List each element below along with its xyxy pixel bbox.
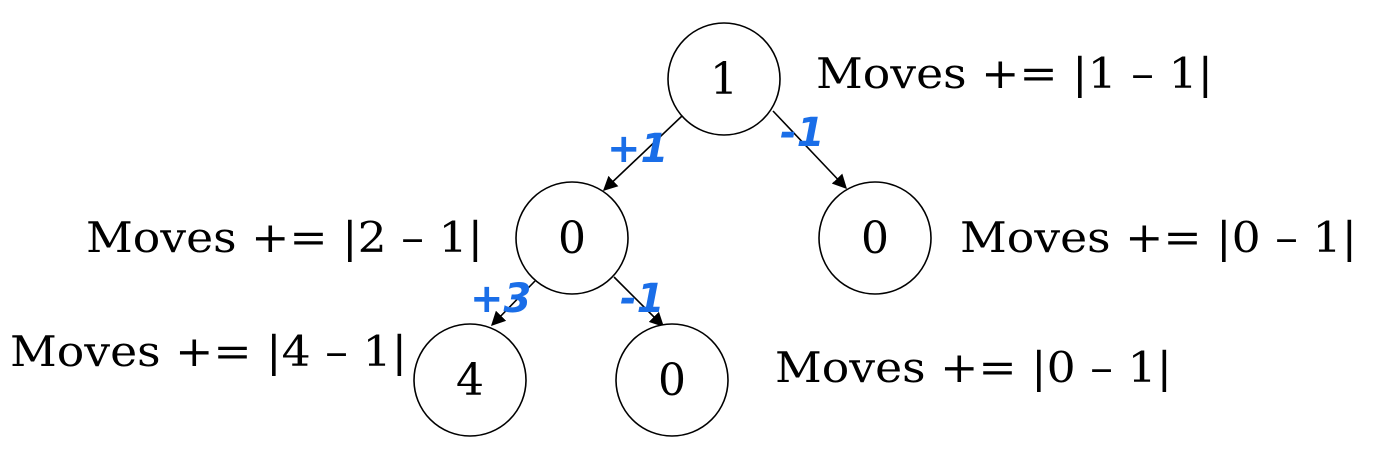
edge-root-to-left [602,115,683,191]
moves-label-left-right: Moves += |0 – 1| [775,343,1172,392]
node-left-value: 0 [558,213,586,264]
edge-left-to-left-right [613,276,665,328]
node-root-value: 1 [710,54,738,105]
moves-label-root: Moves += |1 – 1| [816,49,1213,98]
flow-label-root-right: -1 [780,110,824,156]
flow-label-left-right: -1 [620,276,664,322]
edge-root-to-right [772,110,847,190]
node-left-left: 4 [413,323,527,437]
node-left-right-value: 0 [658,355,686,406]
moves-label-left: Moves += |2 – 1| [86,213,483,262]
node-right-value: 0 [861,213,889,264]
edge-left-to-left-left [490,280,536,327]
node-left: 0 [515,181,629,295]
flow-label-root-left: +1 [607,126,668,172]
moves-label-left-left: Moves += |4 – 1| [10,327,407,376]
node-left-left-value: 4 [456,355,484,406]
node-right: 0 [818,181,932,295]
moves-label-right: Moves += |0 – 1| [960,213,1357,262]
flow-label-left-left: +3 [470,276,531,322]
node-root: 1 [667,22,781,136]
node-left-right: 0 [615,323,729,437]
